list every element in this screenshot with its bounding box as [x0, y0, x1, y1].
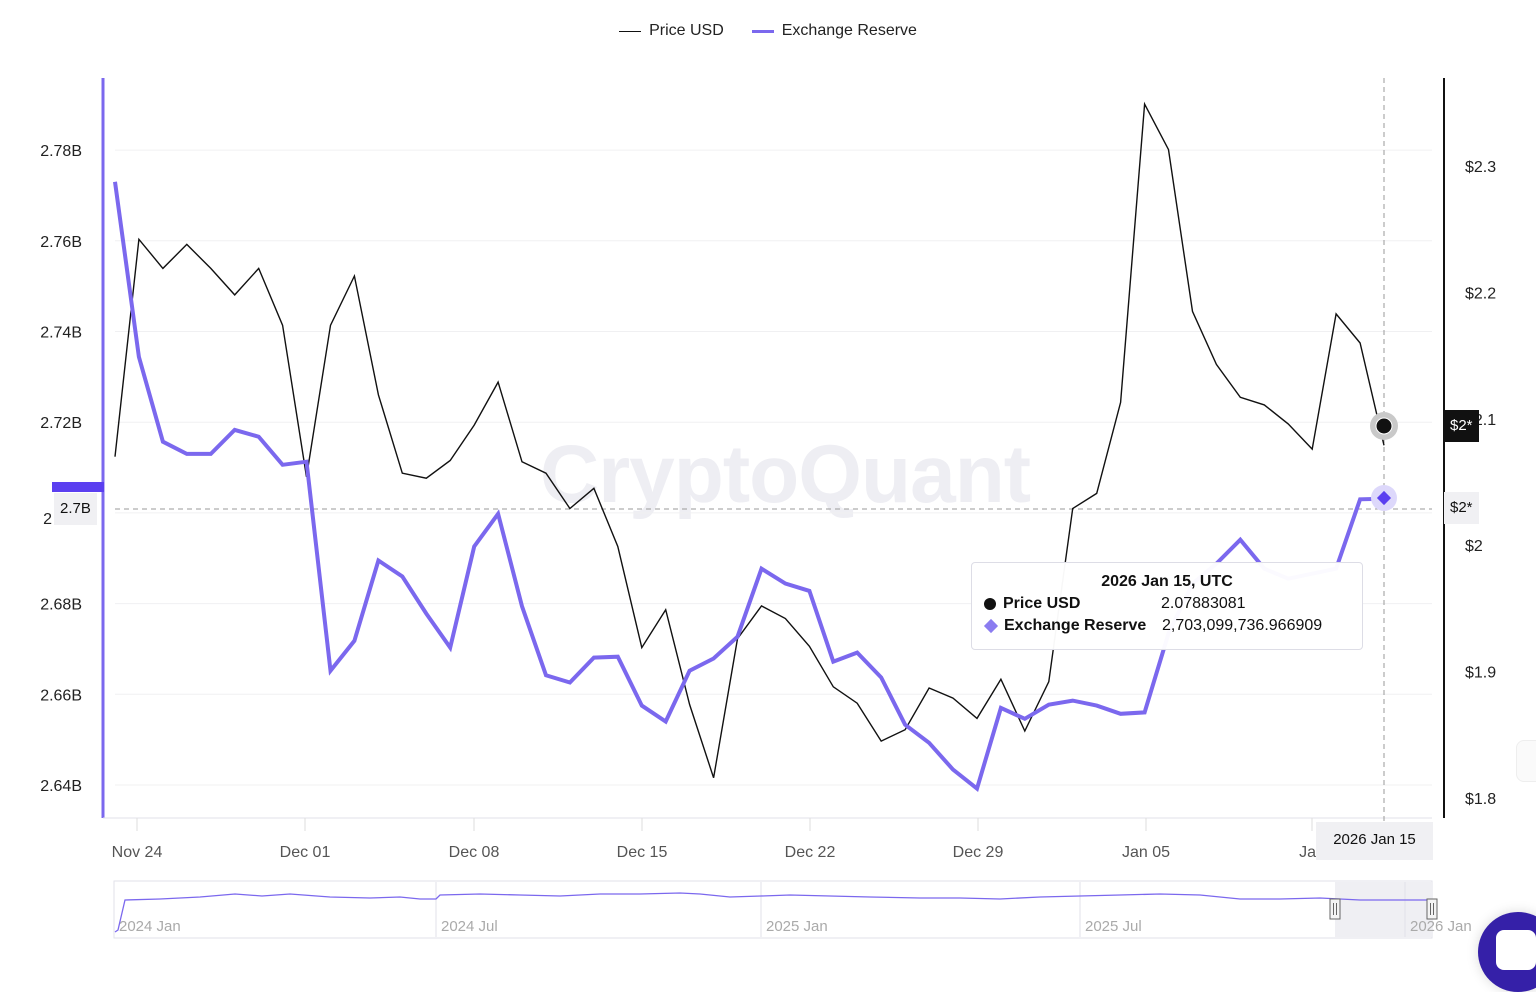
right-axis-tick-label: $2.2: [1465, 285, 1496, 302]
tooltip-title: 2026 Jan 15, UTC: [1101, 573, 1233, 590]
price-usd-line[interactable]: [114, 101, 1385, 779]
x-axis-tick-label: Dec 29: [953, 844, 1004, 861]
navigator-label: 2024 Jan: [119, 918, 181, 935]
right-axis-price-badge: $2*: [1444, 410, 1479, 442]
navigator-label: 2026 Jan: [1410, 918, 1472, 935]
tooltip-value: 2,703,099,736.966909: [1162, 617, 1323, 634]
chat-widget-icon: [1496, 930, 1536, 970]
right-axis-tick-label: $1.9: [1465, 665, 1496, 682]
left-axis-tick-label: 2.68B: [40, 597, 82, 614]
navigator-selected-range[interactable]: [1335, 882, 1432, 937]
legend-item-reserve[interactable]: Exchange Reserve: [751, 22, 917, 40]
x-axis-tick-label: Dec 01: [280, 844, 331, 861]
left-axis-tick-label: 2.66B: [40, 687, 82, 704]
exchange-reserve-line[interactable]: [113, 181, 1385, 793]
left-y-axis: 2.64B 2.66B 2.68B 2 2.72B 2.74B 2.76B 2.78B: [40, 78, 105, 818]
right-axis-tick-label: $1.8: [1465, 791, 1496, 808]
navigator-label: 2025 Jul: [1085, 918, 1142, 935]
price-hover-marker: [1375, 417, 1393, 435]
price-line-swatch-icon: [619, 30, 642, 32]
tooltip-row-price: Price USD 2.07883081: [984, 593, 1350, 615]
x-axis-tick-label: Dec 15: [617, 844, 668, 861]
right-y-axis: $1.8$1.9$2$2.1$2.2$2.3: [1443, 78, 1496, 818]
left-axis-tick-label: 2.74B: [40, 325, 82, 342]
right-axis-tick-label: $2: [1465, 538, 1483, 555]
left-axis-tick-label: 2.76B: [40, 234, 82, 251]
price-circle-icon: [984, 598, 996, 610]
left-axis-tick-label: 2.64B: [40, 778, 82, 795]
tooltip-value: 2.07883081: [1161, 595, 1246, 612]
navigator-label: 2024 Jul: [441, 918, 498, 935]
navigator-left-handle[interactable]: [1329, 898, 1341, 920]
hover-tooltip: 2026 Jan 15, UTC Price USD 2.07883081 Ex…: [971, 562, 1363, 650]
navigator-right-handle[interactable]: [1426, 898, 1438, 920]
x-axis-tick-label: Nov 24: [112, 844, 163, 861]
navigator-series-line: [114, 892, 1432, 933]
tooltip-label: Price USD: [1003, 595, 1081, 612]
left-axis-crosshair-badge: 2.7B: [54, 493, 97, 525]
main-chart-plot[interactable]: 2.64B 2.66B 2.68B 2 2.72B 2.74B 2.76B 2.78B $1.…: [0, 0, 1536, 950]
side-panel-tab[interactable]: [1516, 740, 1536, 782]
legend-label-reserve: Exchange Reserve: [781, 22, 917, 39]
x-axis: Nov 24 Dec 01 Dec 08 Dec 15 Dec 22 Dec 29 Jan …: [103, 817, 1432, 861]
x-axis-crosshair-badge: 2026 Jan 15: [1316, 822, 1433, 860]
left-axis-tick-label: 2.78B: [40, 143, 82, 160]
tooltip-row-reserve: Exchange Reserve 2,703,099,736.966909: [983, 615, 1350, 637]
navigator-label: 2025 Jan: [766, 918, 828, 935]
range-navigator[interactable]: [113, 880, 1438, 939]
x-axis-tick-label: Dec 22: [785, 844, 836, 861]
tooltip-label: Exchange Reserve: [1004, 617, 1147, 634]
reserve-diamond-icon: [983, 618, 999, 634]
reserve-line-swatch-icon: [751, 29, 774, 33]
svg-text:2: 2: [43, 511, 52, 528]
left-axis-tick-label: 2.72B: [40, 415, 82, 432]
x-axis-tick-label: Jan 05: [1122, 844, 1170, 861]
x-axis-tick-label: Dec 08: [449, 844, 500, 861]
right-axis-reserve-badge: $2*: [1444, 492, 1479, 524]
left-axis-highlight-bar: [52, 482, 104, 492]
legend-label-price: Price USD: [649, 22, 724, 39]
reserve-hover-marker: [1376, 490, 1392, 506]
legend-item-price[interactable]: Price USD: [619, 22, 724, 40]
grid-lines: [115, 149, 1432, 786]
right-axis-tick-label: $2.3: [1465, 159, 1496, 176]
chart-legend: Price USD Exchange Reserve: [0, 22, 1536, 40]
